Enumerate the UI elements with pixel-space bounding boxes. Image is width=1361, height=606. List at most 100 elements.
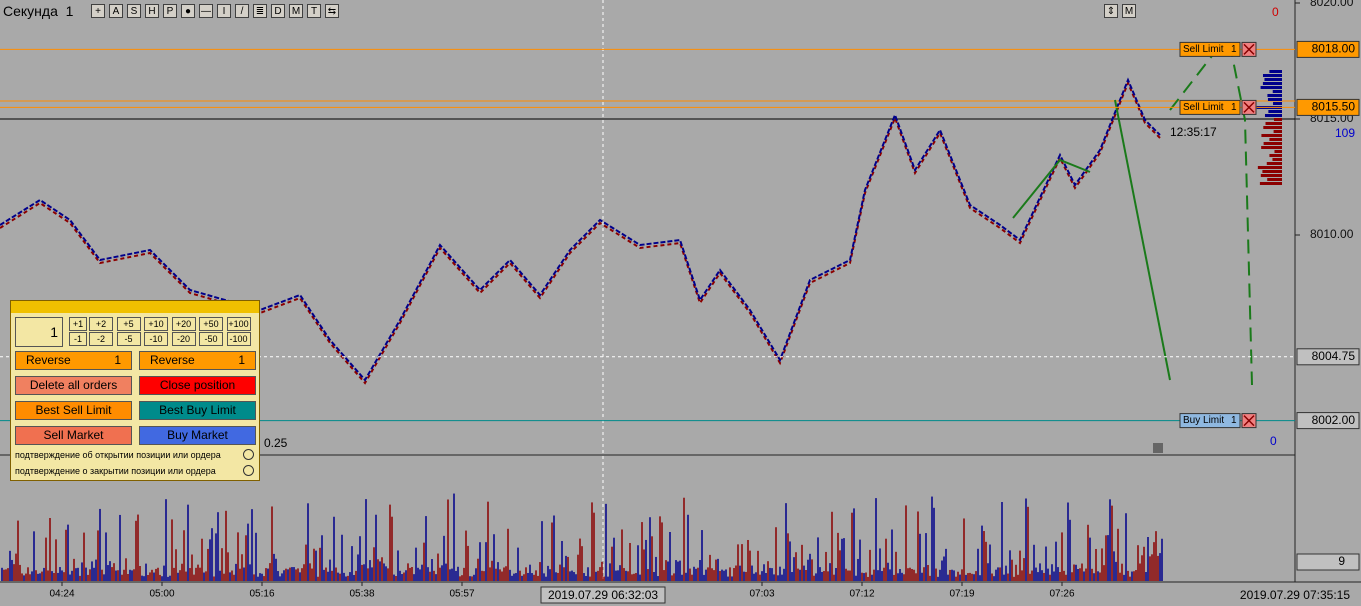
quantity-step[interactable]: +20: [171, 317, 196, 331]
time-label: 05:16: [249, 589, 274, 600]
profile-bar: [1268, 110, 1282, 113]
confirm-close-toggle[interactable]: [243, 465, 254, 476]
action-button[interactable]: Buy Market: [139, 426, 256, 445]
quantity-step[interactable]: -50: [199, 332, 223, 346]
toolbar-title: Секунда 1: [3, 3, 73, 19]
order-qty: 1: [1231, 44, 1237, 55]
order-panel: 1 +1 +2 +5 +10 +20 +50 +100 -1 -2 -5 -10 -20 -50 -100…: [10, 300, 260, 481]
button-label: Sell Market: [43, 428, 104, 442]
action-button[interactable]: Reverse 1: [139, 351, 256, 370]
order-tag[interactable]: [1179, 41, 1241, 57]
quantity-step[interactable]: -1: [69, 332, 87, 346]
profile-bar: [1269, 70, 1282, 73]
price-box-label: 8015.50: [1312, 100, 1356, 114]
time-label: 07:26: [1049, 589, 1074, 600]
confirm-open-toggle[interactable]: [243, 449, 254, 460]
toolbar-button[interactable]: I: [217, 4, 231, 18]
time-label: 07:19: [949, 589, 974, 600]
toolbar-button[interactable]: ⇆: [325, 4, 339, 18]
toolbar-button[interactable]: —: [199, 4, 213, 18]
action-button[interactable]: Sell Market: [15, 426, 132, 445]
toolbar-button[interactable]: ≣: [253, 4, 267, 18]
quantity-step[interactable]: +100: [226, 317, 251, 331]
quantity-step[interactable]: -100: [226, 332, 251, 346]
action-button[interactable]: Reverse 1: [15, 351, 132, 370]
profile-bar: [1269, 138, 1282, 141]
toolbar-button[interactable]: P: [163, 4, 177, 18]
price-box-label: 8002.00: [1312, 413, 1356, 427]
profile-bar: [1262, 170, 1282, 173]
profile-bar: [1257, 166, 1282, 169]
quantity-step[interactable]: +2: [89, 317, 113, 331]
quantity-step[interactable]: -10: [144, 332, 168, 346]
action-button[interactable]: Best Buy Limit: [139, 401, 256, 420]
toolbar-button[interactable]: D: [271, 4, 285, 18]
profile-bar: [1272, 90, 1282, 93]
volume-bars: [1, 493, 1163, 581]
profile-bar: [1273, 102, 1282, 105]
price-label: 8020.00: [1310, 0, 1354, 9]
profile-bar: [1262, 74, 1282, 77]
action-button[interactable]: Delete all orders: [15, 376, 132, 395]
trend-line: [1114, 99, 1171, 381]
profile-bar: [1265, 122, 1282, 125]
forecast-line: [1169, 43, 1253, 386]
time-label: 04:24: [49, 589, 74, 600]
quantity-step[interactable]: +50: [199, 317, 223, 331]
price-box: [1296, 412, 1360, 430]
button-label: Reverse: [26, 353, 71, 367]
toolbar-button[interactable]: M: [289, 4, 303, 18]
time-label: 05:38: [349, 589, 374, 600]
toolbar-button[interactable]: H: [145, 4, 159, 18]
confirm-close: подтверждение о закрытии позиции или орд…: [15, 466, 216, 476]
quantity-step[interactable]: +10: [144, 317, 168, 331]
volume-profile: [1256, 70, 1282, 185]
quantity-box[interactable]: 1: [15, 317, 63, 347]
profile-bar: [1267, 98, 1282, 101]
period: 1: [65, 3, 74, 19]
quantity-step[interactable]: +1: [69, 317, 87, 331]
toolbar-button[interactable]: ⇕: [1104, 4, 1118, 18]
quantity-step[interactable]: -5: [116, 332, 141, 346]
profile-bar: [1269, 154, 1282, 157]
profile-bar: [1267, 94, 1282, 97]
toolbar-button[interactable]: T: [307, 4, 321, 18]
profile-bar: [1264, 78, 1282, 81]
quantity-step[interactable]: +5: [116, 317, 141, 331]
profile-bar: [1267, 178, 1282, 181]
profile-bar: [1263, 142, 1282, 145]
volume-box-label: 9: [1338, 554, 1345, 568]
order-type: Sell Limit: [1183, 102, 1224, 113]
order-qty: 1: [1231, 102, 1237, 113]
button-qty: 1: [238, 353, 245, 367]
order-type: Buy Limit: [1183, 415, 1224, 426]
time-label: 07:12: [849, 589, 874, 600]
order-qty: 1: [1231, 415, 1237, 426]
action-button[interactable]: Close position: [139, 376, 256, 395]
toolbar-button[interactable]: A: [109, 4, 123, 18]
price-trace-up: [0, 77, 1161, 382]
order-tag[interactable]: [1179, 413, 1241, 429]
confirm-open: подтверждение об открытии позиции или ор…: [15, 450, 221, 460]
toolbar-button[interactable]: +: [91, 4, 105, 18]
cursor-time: 2019.07.29 06:32:03: [548, 588, 658, 602]
action-button[interactable]: Best Sell Limit: [15, 401, 132, 420]
profile-bar: [1273, 130, 1282, 133]
profile-bar: [1263, 126, 1282, 129]
profile-bar: [1262, 82, 1282, 85]
toolbar-button[interactable]: /: [235, 4, 249, 18]
order-cancel-x: [1243, 415, 1255, 427]
quantity-step[interactable]: -2: [89, 332, 113, 346]
button-label: Delete all orders: [29, 378, 118, 392]
price-box-label: 8004.75: [1312, 349, 1356, 363]
trend-line: [1012, 158, 1091, 219]
toolbar-button[interactable]: S: [127, 4, 141, 18]
button-label: Close position: [159, 378, 236, 392]
quantity-step[interactable]: -20: [171, 332, 196, 346]
price-box: [1296, 98, 1360, 116]
order-tag[interactable]: [1179, 99, 1241, 115]
profile-bar: [1261, 134, 1282, 137]
toolbar-button[interactable]: M: [1122, 4, 1136, 18]
toolbar-button[interactable]: ●: [181, 4, 195, 18]
profile-bar: [1266, 162, 1282, 165]
